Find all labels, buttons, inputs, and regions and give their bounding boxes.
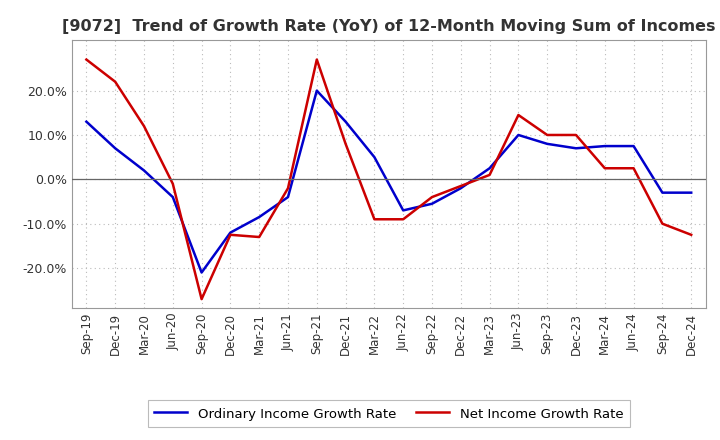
Title: [9072]  Trend of Growth Rate (YoY) of 12-Month Moving Sum of Incomes: [9072] Trend of Growth Rate (YoY) of 12-… (62, 19, 716, 34)
Net Income Growth Rate (485, 172, 494, 178)
Net Income Growth Rate (341, 141, 350, 147)
Ordinary Income Growth Rate (284, 194, 292, 200)
Legend: Ordinary Income Growth Rate, Net Income Growth Rate: Ordinary Income Growth Rate, Net Income … (148, 400, 630, 427)
Net Income Growth Rate (658, 221, 667, 226)
Net Income Growth Rate (255, 235, 264, 240)
Ordinary Income Growth Rate (658, 190, 667, 195)
Line: Ordinary Income Growth Rate: Ordinary Income Growth Rate (86, 91, 691, 272)
Ordinary Income Growth Rate (572, 146, 580, 151)
Net Income Growth Rate (629, 165, 638, 171)
Ordinary Income Growth Rate (600, 143, 609, 149)
Net Income Growth Rate (456, 183, 465, 189)
Ordinary Income Growth Rate (226, 230, 235, 235)
Net Income Growth Rate (399, 216, 408, 222)
Ordinary Income Growth Rate (255, 214, 264, 220)
Ordinary Income Growth Rate (399, 208, 408, 213)
Net Income Growth Rate (600, 165, 609, 171)
Net Income Growth Rate (226, 232, 235, 238)
Net Income Growth Rate (370, 216, 379, 222)
Ordinary Income Growth Rate (514, 132, 523, 138)
Ordinary Income Growth Rate (197, 270, 206, 275)
Ordinary Income Growth Rate (629, 143, 638, 149)
Ordinary Income Growth Rate (456, 186, 465, 191)
Ordinary Income Growth Rate (543, 141, 552, 147)
Net Income Growth Rate (543, 132, 552, 138)
Ordinary Income Growth Rate (341, 119, 350, 125)
Net Income Growth Rate (197, 297, 206, 302)
Ordinary Income Growth Rate (370, 154, 379, 160)
Line: Net Income Growth Rate: Net Income Growth Rate (86, 59, 691, 299)
Ordinary Income Growth Rate (485, 165, 494, 171)
Net Income Growth Rate (82, 57, 91, 62)
Net Income Growth Rate (514, 112, 523, 117)
Net Income Growth Rate (168, 181, 177, 187)
Ordinary Income Growth Rate (687, 190, 696, 195)
Ordinary Income Growth Rate (111, 146, 120, 151)
Net Income Growth Rate (428, 194, 436, 200)
Net Income Growth Rate (687, 232, 696, 238)
Ordinary Income Growth Rate (312, 88, 321, 93)
Net Income Growth Rate (140, 124, 148, 129)
Ordinary Income Growth Rate (428, 201, 436, 206)
Net Income Growth Rate (284, 186, 292, 191)
Ordinary Income Growth Rate (140, 168, 148, 173)
Ordinary Income Growth Rate (168, 194, 177, 200)
Net Income Growth Rate (111, 79, 120, 84)
Net Income Growth Rate (572, 132, 580, 138)
Ordinary Income Growth Rate (82, 119, 91, 125)
Net Income Growth Rate (312, 57, 321, 62)
